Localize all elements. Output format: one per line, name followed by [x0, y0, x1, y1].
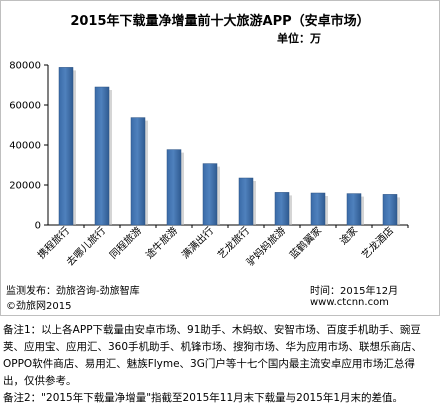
note-1: 备注1：以上各APP下载量由安卓市场、91助手、木蚂蚁、安智市场、百度手机助手、… [3, 324, 423, 387]
bar-1 [94, 86, 110, 226]
category-label-3: 途牛旅游 [143, 224, 180, 261]
bar-5 [238, 177, 254, 226]
bar-4 [202, 163, 218, 226]
source-label: 监测发布：劲旅咨询-劲旅智库 [6, 286, 140, 297]
note-2: 备注2："2015年下载量净增量"指截至2015年11月末下载量与2015年1月… [3, 392, 404, 404]
category-label-4: 满满出行 [179, 224, 216, 261]
category-label-9: 艺龙酒店 [359, 224, 396, 261]
website-label: www.ctcnn.com [310, 297, 389, 308]
bar-0 [58, 67, 74, 226]
bar-8 [346, 193, 362, 226]
category-label-2: 同程旅游 [107, 224, 144, 261]
unit-label: 单位：万 [277, 32, 321, 45]
notes: 备注1：以上各APP下载量由安卓市场、91助手、木蚂蚁、安智市场、百度手机助手、… [3, 322, 435, 407]
bar-3 [166, 149, 182, 226]
y-tick-label-0: 0 [35, 221, 41, 232]
y-tick-label-4: 80000 [9, 61, 41, 72]
category-label-7: 蓝鹤翼家 [287, 224, 324, 261]
category-label-6: 驴妈妈旅游 [244, 224, 289, 269]
copyright-label: ©劲旅网2015 [6, 301, 72, 312]
chart-title: 2015年下载量净增量前十大旅游APP（安卓市场） [70, 14, 370, 29]
time-label: 时间：2015年12月 [310, 286, 399, 297]
category-label-1: 去哪儿旅行 [64, 224, 109, 269]
category-label-5: 艺龙旅行 [215, 224, 252, 261]
bar-6 [274, 192, 290, 226]
category-label-8: 途家 [337, 224, 360, 247]
y-tick-label-1: 20000 [9, 181, 41, 192]
bar-7 [310, 192, 326, 226]
bar-2 [130, 117, 146, 226]
y-tick-label-3: 60000 [9, 101, 41, 112]
bar-9 [382, 194, 398, 226]
y-tick-label-2: 40000 [9, 141, 41, 152]
